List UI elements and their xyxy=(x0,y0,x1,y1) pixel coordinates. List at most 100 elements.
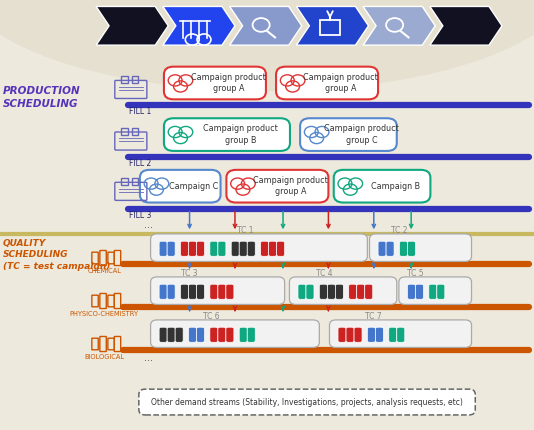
FancyBboxPatch shape xyxy=(389,327,397,342)
FancyBboxPatch shape xyxy=(365,284,373,299)
Text: CHEMICAL: CHEMICAL xyxy=(87,268,121,274)
FancyBboxPatch shape xyxy=(338,327,346,342)
FancyBboxPatch shape xyxy=(239,241,247,256)
Text: TC 2: TC 2 xyxy=(391,226,407,235)
FancyBboxPatch shape xyxy=(189,241,197,256)
FancyBboxPatch shape xyxy=(210,284,218,299)
FancyBboxPatch shape xyxy=(354,327,362,342)
FancyBboxPatch shape xyxy=(180,241,189,256)
Text: Campaign C: Campaign C xyxy=(169,182,218,190)
Text: Campaign B: Campaign B xyxy=(371,182,420,190)
FancyBboxPatch shape xyxy=(167,284,175,299)
FancyBboxPatch shape xyxy=(167,241,175,256)
FancyBboxPatch shape xyxy=(139,389,475,415)
FancyBboxPatch shape xyxy=(276,67,378,99)
FancyBboxPatch shape xyxy=(429,284,437,299)
Ellipse shape xyxy=(0,0,534,90)
Text: Campaign product
group A: Campaign product group A xyxy=(303,73,378,93)
Polygon shape xyxy=(163,6,235,45)
FancyBboxPatch shape xyxy=(306,284,314,299)
Text: ...: ... xyxy=(144,353,153,363)
FancyBboxPatch shape xyxy=(159,241,167,256)
FancyBboxPatch shape xyxy=(164,67,266,99)
Text: QUALITY
SCHEDULING
(TC = test campaign): QUALITY SCHEDULING (TC = test campaign) xyxy=(3,239,110,270)
Text: Campaign product
group A: Campaign product group A xyxy=(254,176,328,197)
FancyBboxPatch shape xyxy=(407,284,415,299)
FancyBboxPatch shape xyxy=(319,284,327,299)
FancyBboxPatch shape xyxy=(329,320,472,347)
FancyBboxPatch shape xyxy=(335,284,343,299)
FancyBboxPatch shape xyxy=(197,241,205,256)
FancyBboxPatch shape xyxy=(370,234,472,261)
FancyBboxPatch shape xyxy=(399,241,407,256)
FancyBboxPatch shape xyxy=(151,234,367,261)
FancyBboxPatch shape xyxy=(140,170,221,203)
Polygon shape xyxy=(363,6,435,45)
FancyBboxPatch shape xyxy=(407,241,415,256)
FancyBboxPatch shape xyxy=(159,284,167,299)
Text: PRODUCTION
SCHEDULING: PRODUCTION SCHEDULING xyxy=(3,86,80,109)
FancyBboxPatch shape xyxy=(189,327,197,342)
Text: TC 1: TC 1 xyxy=(238,226,254,235)
Polygon shape xyxy=(230,6,302,45)
Text: ...: ... xyxy=(144,220,153,230)
FancyBboxPatch shape xyxy=(261,241,269,256)
FancyBboxPatch shape xyxy=(151,277,285,304)
FancyBboxPatch shape xyxy=(218,327,226,342)
Text: PHYSICO-CHEMISTRY: PHYSICO-CHEMISTRY xyxy=(69,311,139,317)
Text: FILL 3: FILL 3 xyxy=(129,211,152,220)
Text: TC 6: TC 6 xyxy=(202,312,219,321)
FancyBboxPatch shape xyxy=(218,241,226,256)
FancyBboxPatch shape xyxy=(189,284,197,299)
FancyBboxPatch shape xyxy=(210,327,218,342)
Text: Other demand streams (Stability, Investigations, projects, analysis requests, et: Other demand streams (Stability, Investi… xyxy=(151,398,463,406)
FancyBboxPatch shape xyxy=(197,284,205,299)
FancyBboxPatch shape xyxy=(415,284,423,299)
FancyBboxPatch shape xyxy=(334,170,430,203)
FancyBboxPatch shape xyxy=(226,327,234,342)
FancyBboxPatch shape xyxy=(298,284,306,299)
Text: FILL 1: FILL 1 xyxy=(129,108,152,117)
FancyBboxPatch shape xyxy=(269,241,277,256)
Text: TC 5: TC 5 xyxy=(407,269,424,278)
Polygon shape xyxy=(430,6,502,45)
FancyBboxPatch shape xyxy=(180,284,189,299)
FancyBboxPatch shape xyxy=(231,241,239,256)
FancyBboxPatch shape xyxy=(399,277,472,304)
FancyBboxPatch shape xyxy=(218,284,226,299)
Text: Campaign product
group C: Campaign product group C xyxy=(325,124,399,145)
FancyBboxPatch shape xyxy=(247,327,255,342)
FancyBboxPatch shape xyxy=(210,241,218,256)
FancyBboxPatch shape xyxy=(289,277,397,304)
FancyBboxPatch shape xyxy=(247,241,255,256)
FancyBboxPatch shape xyxy=(327,284,335,299)
Text: TC 7: TC 7 xyxy=(365,312,382,321)
FancyBboxPatch shape xyxy=(378,241,386,256)
Text: Campaign product
group B: Campaign product group B xyxy=(203,124,278,145)
FancyBboxPatch shape xyxy=(386,241,394,256)
FancyBboxPatch shape xyxy=(300,118,397,151)
FancyBboxPatch shape xyxy=(437,284,445,299)
FancyBboxPatch shape xyxy=(346,327,354,342)
FancyBboxPatch shape xyxy=(397,327,405,342)
Polygon shape xyxy=(296,6,368,45)
FancyBboxPatch shape xyxy=(197,327,205,342)
Text: TC 4: TC 4 xyxy=(316,269,333,278)
FancyBboxPatch shape xyxy=(167,327,175,342)
Text: TC 3: TC 3 xyxy=(181,269,198,278)
Text: Campaign product
group A: Campaign product group A xyxy=(191,73,265,93)
FancyBboxPatch shape xyxy=(164,118,290,151)
FancyBboxPatch shape xyxy=(349,284,357,299)
FancyBboxPatch shape xyxy=(175,327,183,342)
FancyBboxPatch shape xyxy=(239,327,247,342)
FancyBboxPatch shape xyxy=(375,327,383,342)
FancyBboxPatch shape xyxy=(226,170,328,203)
FancyBboxPatch shape xyxy=(357,284,365,299)
FancyBboxPatch shape xyxy=(277,241,285,256)
FancyBboxPatch shape xyxy=(159,327,167,342)
Text: BIOLOGICAL: BIOLOGICAL xyxy=(84,354,124,360)
Polygon shape xyxy=(96,6,168,45)
Text: FILL 2: FILL 2 xyxy=(129,159,152,168)
FancyBboxPatch shape xyxy=(367,327,375,342)
FancyBboxPatch shape xyxy=(226,284,234,299)
